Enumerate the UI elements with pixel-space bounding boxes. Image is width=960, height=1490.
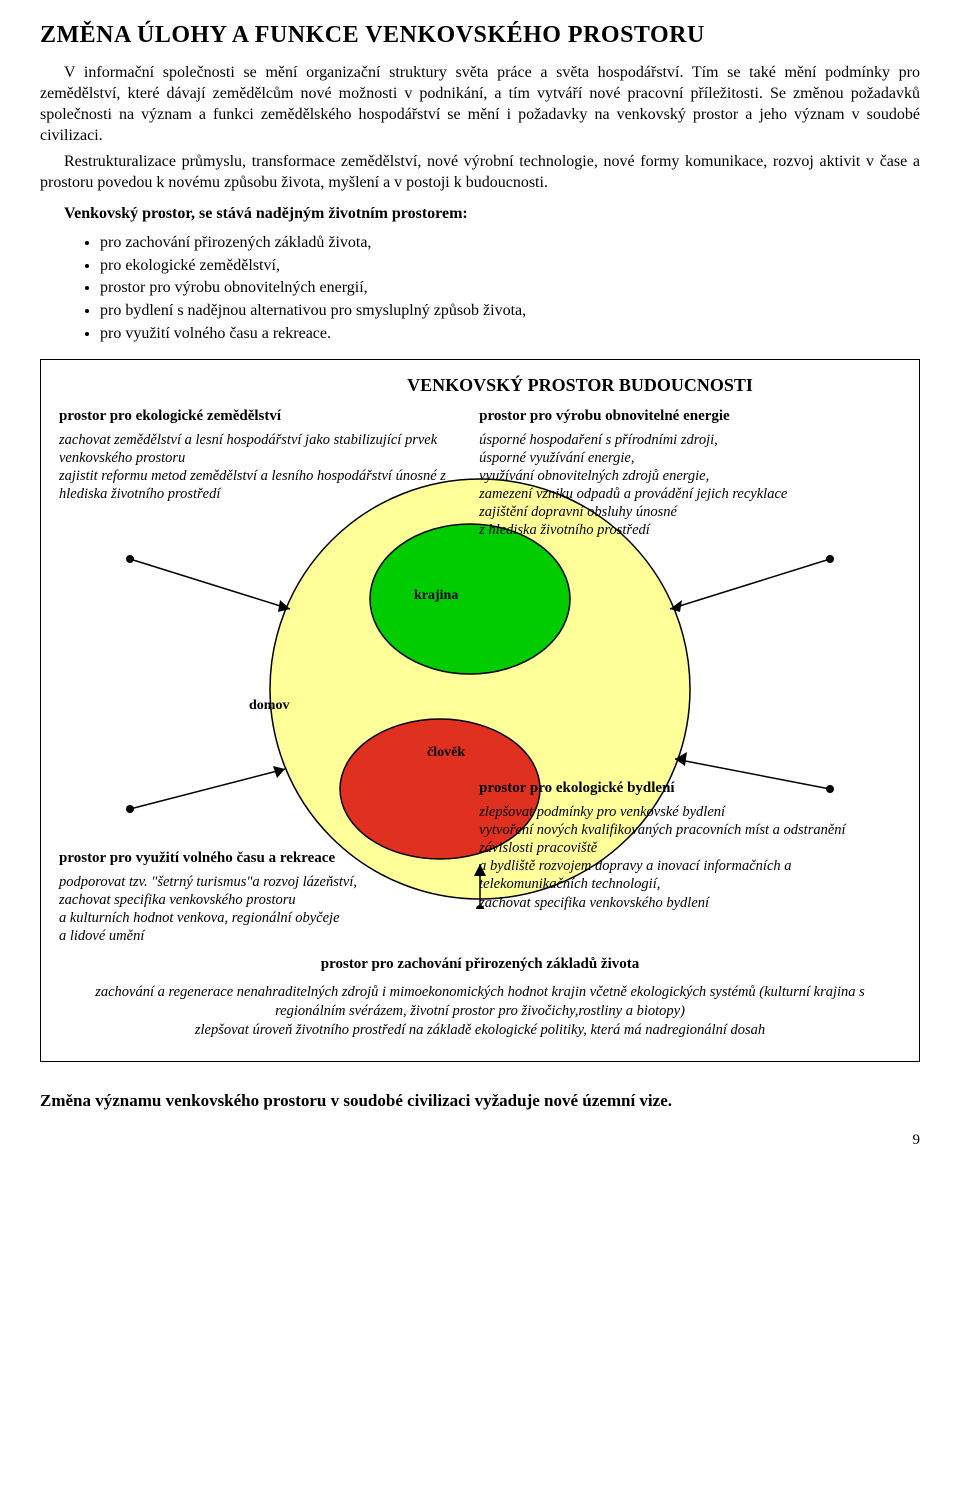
label-krajina: krajina	[414, 587, 458, 605]
paragraph-1: V informační společnosti se mění organiz…	[40, 63, 920, 146]
subheading: Venkovský prostor, se stává nadějným živ…	[64, 204, 920, 225]
arrow-head-tr	[670, 600, 682, 612]
quad-text-bl: podporovat tzv. "šetrný turismus"a rozvo…	[59, 873, 463, 946]
bullet-item: pro využití volného času a rekreace.	[100, 324, 920, 345]
quad-text-tr: úsporné hospodaření s přírodními zdroji,…	[479, 431, 883, 540]
quad-heading-tr: prostor pro výrobu obnovitelné energie	[479, 407, 883, 427]
quad-top-left: prostor pro ekologické zemědělství zacho…	[59, 407, 463, 539]
quad-heading-bl: prostor pro využití volného času a rekre…	[59, 849, 463, 869]
diagram-title: VENKOVSKÝ PROSTOR BUDOUCNOSTI	[259, 374, 901, 397]
diagram-box: VENKOVSKÝ PROSTOR BUDOUCNOSTI prostor pr…	[40, 359, 920, 1063]
closing-statement: Změna významu venkovského prostoru v sou…	[40, 1090, 920, 1112]
bottom-heading: prostor pro zachování přirozených základ…	[59, 955, 901, 975]
page-number: 9	[40, 1131, 920, 1151]
quad-top-right: prostor pro výrobu obnovitelné energie ú…	[479, 407, 883, 539]
bullet-item: pro zachování přirozených základů života…	[100, 233, 920, 254]
arrow-dot-tr	[826, 555, 834, 563]
quad-text-tl: zachovat zemědělství a lesní hospodářstv…	[59, 431, 463, 504]
bullet-item: prostor pro výrobu obnovitelných energií…	[100, 278, 920, 299]
bullet-list: pro zachování přirozených základů života…	[100, 233, 920, 345]
page-title: ZMĚNA ÚLOHY A FUNKCE VENKOVSKÉHO PROSTOR…	[40, 20, 920, 51]
bullet-item: pro bydlení s nadějnou alternativou pro …	[100, 301, 920, 322]
arrow-head-bl	[273, 766, 285, 778]
green-ellipse	[370, 524, 570, 674]
label-clovek: člověk	[427, 744, 465, 762]
bottom-text: zachování a regenerace nenahraditelných …	[59, 983, 901, 1040]
paragraph-2: Restrukturalizace průmyslu, transformace…	[40, 152, 920, 194]
arrow-tr	[670, 559, 830, 609]
arrow-dot-tl	[126, 555, 134, 563]
arrow-head-br	[675, 752, 687, 766]
arrow-tl	[130, 559, 290, 609]
label-domov: domov	[249, 697, 289, 715]
bullet-item: pro ekologické zemědělství,	[100, 256, 920, 277]
arrow-head-tl	[278, 600, 290, 612]
quad-bottom-left: prostor pro využití volného času a rekre…	[59, 779, 463, 945]
quad-heading-tl: prostor pro ekologické zemědělství	[59, 407, 463, 427]
quad-bottom-right: prostor pro ekologické bydlení zlepšovat…	[479, 779, 883, 945]
quad-heading-br: prostor pro ekologické bydlení	[479, 779, 883, 799]
quad-text-br: zlepšovat podmínky pro venkovské bydlení…	[479, 803, 883, 912]
